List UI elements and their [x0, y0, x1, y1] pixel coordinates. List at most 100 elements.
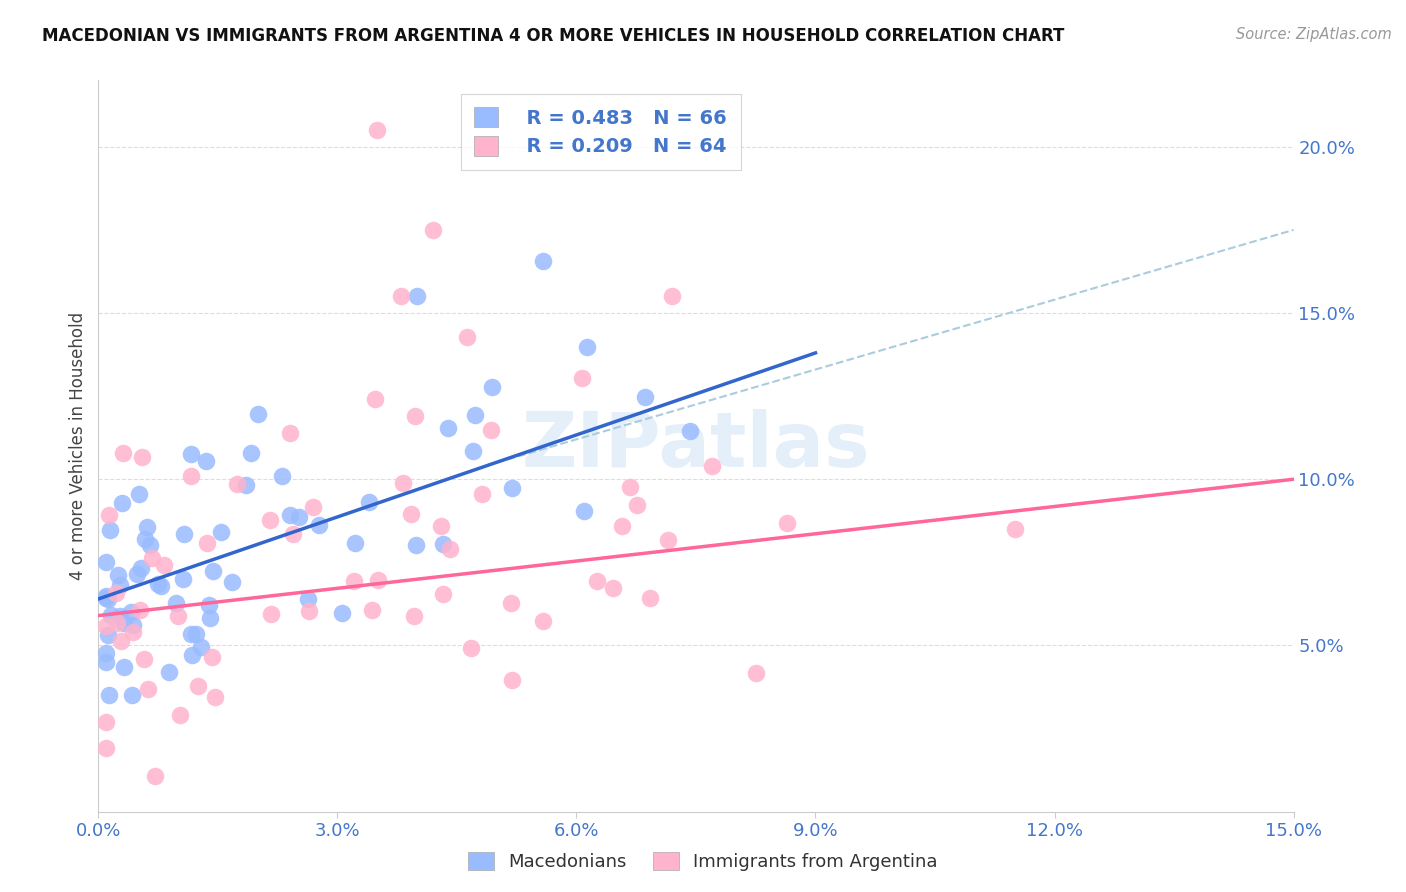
- Immigrants from Argentina: [745, 665, 768, 680]
- Immigrants from Argentina: [302, 500, 325, 515]
- Macedonians: [572, 504, 595, 518]
- Macedonians: [405, 538, 427, 552]
- Macedonians: [180, 447, 202, 461]
- Macedonians: [128, 486, 150, 500]
- Immigrants from Argentina: [343, 574, 366, 589]
- Macedonians: [634, 390, 657, 404]
- Immigrants from Argentina: [657, 533, 679, 548]
- Immigrants from Argentina: [225, 477, 247, 491]
- Macedonians: [121, 689, 143, 703]
- Immigrants from Argentina: [96, 715, 118, 730]
- Macedonians: [239, 446, 262, 460]
- Macedonians: [112, 615, 135, 630]
- Macedonians: [308, 518, 330, 533]
- Macedonians: [679, 424, 702, 438]
- Text: ZIPatlas: ZIPatlas: [522, 409, 870, 483]
- Macedonians: [531, 254, 554, 268]
- Immigrants from Argentina: [460, 641, 482, 656]
- Immigrants from Argentina: [97, 508, 120, 523]
- Immigrants from Argentina: [619, 480, 641, 494]
- Immigrants from Argentina: [104, 586, 127, 600]
- Macedonians: [576, 340, 599, 354]
- Macedonians: [122, 618, 145, 632]
- Immigrants from Argentina: [361, 603, 384, 617]
- Immigrants from Argentina: [169, 708, 191, 723]
- Macedonians: [98, 689, 121, 703]
- Immigrants from Argentina: [366, 123, 388, 137]
- Immigrants from Argentina: [776, 516, 799, 530]
- Immigrants from Argentina: [110, 634, 132, 648]
- Immigrants from Argentina: [401, 508, 423, 522]
- Macedonians: [111, 496, 134, 510]
- Macedonians: [149, 579, 172, 593]
- Macedonians: [172, 572, 194, 586]
- Macedonians: [464, 408, 486, 422]
- Immigrants from Argentina: [131, 450, 153, 464]
- Macedonians: [180, 627, 202, 641]
- Immigrants from Argentina: [389, 289, 412, 303]
- Macedonians: [120, 605, 142, 619]
- Macedonians: [235, 478, 257, 492]
- Immigrants from Argentina: [702, 459, 724, 474]
- Macedonians: [271, 469, 294, 483]
- Macedonians: [437, 421, 460, 435]
- Immigrants from Argentina: [471, 487, 494, 501]
- Immigrants from Argentina: [439, 541, 461, 556]
- Macedonians: [96, 591, 118, 605]
- Immigrants from Argentina: [195, 536, 218, 550]
- Macedonians: [221, 575, 243, 590]
- Immigrants from Argentina: [145, 769, 167, 783]
- Macedonians: [406, 289, 429, 303]
- Immigrants from Argentina: [432, 587, 454, 601]
- Macedonians: [180, 648, 202, 663]
- Immigrants from Argentina: [187, 679, 209, 693]
- Macedonians: [190, 640, 212, 655]
- Immigrants from Argentina: [661, 289, 683, 303]
- Legend: Macedonians, Immigrants from Argentina: Macedonians, Immigrants from Argentina: [461, 845, 945, 879]
- Macedonians: [100, 608, 122, 623]
- Macedonians: [134, 532, 156, 546]
- Text: Source: ZipAtlas.com: Source: ZipAtlas.com: [1236, 27, 1392, 42]
- Immigrants from Argentina: [422, 223, 444, 237]
- Immigrants from Argentina: [260, 607, 283, 621]
- Immigrants from Argentina: [280, 426, 302, 441]
- Macedonians: [108, 608, 131, 623]
- Macedonians: [129, 561, 152, 575]
- Immigrants from Argentina: [640, 591, 662, 605]
- Immigrants from Argentina: [128, 603, 150, 617]
- Macedonians: [202, 565, 225, 579]
- Macedonians: [297, 592, 319, 607]
- Immigrants from Argentina: [586, 574, 609, 589]
- Macedonians: [198, 610, 221, 624]
- Macedonians: [184, 626, 207, 640]
- Immigrants from Argentina: [201, 650, 224, 665]
- Immigrants from Argentina: [1004, 522, 1026, 536]
- Macedonians: [481, 380, 503, 394]
- Macedonians: [278, 508, 301, 522]
- Y-axis label: 4 or more Vehicles in Household: 4 or more Vehicles in Household: [69, 312, 87, 580]
- Macedonians: [195, 454, 218, 468]
- Macedonians: [125, 566, 148, 581]
- Immigrants from Argentina: [404, 409, 426, 423]
- Macedonians: [97, 591, 120, 606]
- Immigrants from Argentina: [121, 624, 143, 639]
- Immigrants from Argentina: [501, 596, 523, 610]
- Macedonians: [463, 444, 485, 458]
- Immigrants from Argentina: [602, 581, 624, 595]
- Macedonians: [432, 536, 454, 550]
- Macedonians: [288, 510, 311, 524]
- Legend:   R = 0.483   N = 66,   R = 0.209   N = 64: R = 0.483 N = 66, R = 0.209 N = 64: [461, 94, 741, 169]
- Immigrants from Argentina: [105, 615, 128, 630]
- Text: MACEDONIAN VS IMMIGRANTS FROM ARGENTINA 4 OR MORE VEHICLES IN HOUSEHOLD CORRELAT: MACEDONIAN VS IMMIGRANTS FROM ARGENTINA …: [42, 27, 1064, 45]
- Immigrants from Argentina: [111, 446, 134, 460]
- Macedonians: [247, 407, 270, 421]
- Macedonians: [138, 538, 160, 552]
- Immigrants from Argentina: [392, 476, 415, 491]
- Macedonians: [97, 628, 120, 642]
- Immigrants from Argentina: [298, 604, 321, 618]
- Immigrants from Argentina: [166, 608, 188, 623]
- Macedonians: [330, 607, 353, 621]
- Immigrants from Argentina: [364, 392, 387, 406]
- Macedonians: [96, 589, 118, 603]
- Macedonians: [98, 523, 121, 537]
